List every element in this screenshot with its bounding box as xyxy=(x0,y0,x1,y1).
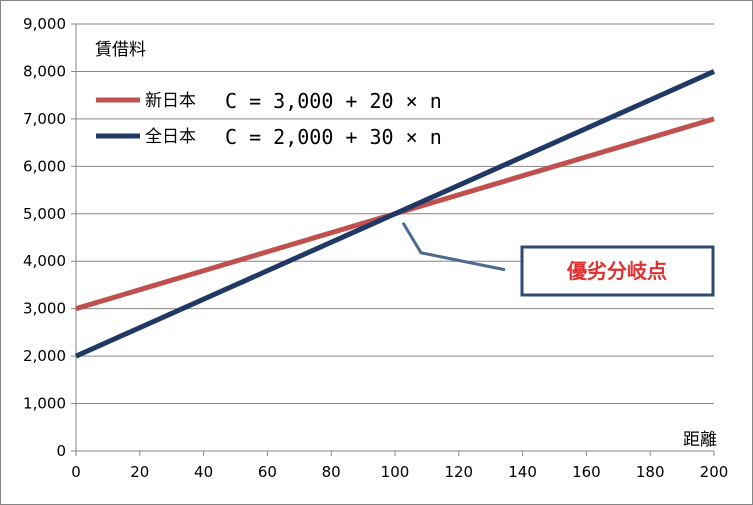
legend-label-zen-nihon: 全日本 xyxy=(145,127,196,147)
annotation-callout: 優劣分岐点 xyxy=(520,245,715,297)
y-tick-label: 8,000 xyxy=(23,62,66,80)
y-tick-label: 4,000 xyxy=(23,252,66,270)
y-tick-label: 2,000 xyxy=(23,347,66,365)
y-tick-label: 5,000 xyxy=(23,205,66,223)
x-tick-label: 0 xyxy=(71,463,81,481)
x-tick-label: 160 xyxy=(572,463,601,481)
x-tick-label: 120 xyxy=(444,463,473,481)
y-tick-label: 7,000 xyxy=(23,110,66,128)
series-lines xyxy=(74,69,716,359)
annotation-box xyxy=(520,245,715,297)
y-tick-label: 6,000 xyxy=(23,157,66,175)
annotation-leader xyxy=(401,222,506,272)
y-tick-label: 0 xyxy=(56,442,66,460)
x-tick-label: 20 xyxy=(130,463,149,481)
x-tick-label: 80 xyxy=(322,463,341,481)
x-tick-labels: 0 20 40 60 80 100 120 140 160 180 200 xyxy=(71,463,728,481)
legend-formula-shin-nihon: C = 3,000 + 20 × n xyxy=(225,89,442,113)
x-tick-label: 180 xyxy=(636,463,665,481)
x-axis-label: 距離 xyxy=(683,430,717,450)
axes xyxy=(71,23,715,456)
y-tick-label: 9,000 xyxy=(23,15,66,33)
annotation-text: 優劣分岐点 xyxy=(566,259,667,283)
series-line-1 xyxy=(74,69,716,359)
y-tick-label: 1,000 xyxy=(23,395,66,413)
y-tick-labels: 0 1,000 2,000 3,000 4,000 5,000 6,000 7,000 8,00… xyxy=(23,15,66,460)
legend: 新日本 C = 3,000 + 20 × n 全日本 C = 2,000 + 3… xyxy=(96,89,442,149)
x-tick-label: 40 xyxy=(194,463,213,481)
x-tick-label: 200 xyxy=(700,463,729,481)
x-tick-label: 60 xyxy=(258,463,277,481)
legend-label-shin-nihon: 新日本 xyxy=(145,91,196,111)
annotation-leader-line xyxy=(401,222,506,272)
x-tick-label: 100 xyxy=(381,463,410,481)
x-tick-label: 140 xyxy=(508,463,537,481)
y-axis-label: 賃借料 xyxy=(95,40,146,60)
legend-formula-zen-nihon: C = 2,000 + 30 × n xyxy=(225,125,442,149)
y-tick-label: 3,000 xyxy=(23,300,66,318)
